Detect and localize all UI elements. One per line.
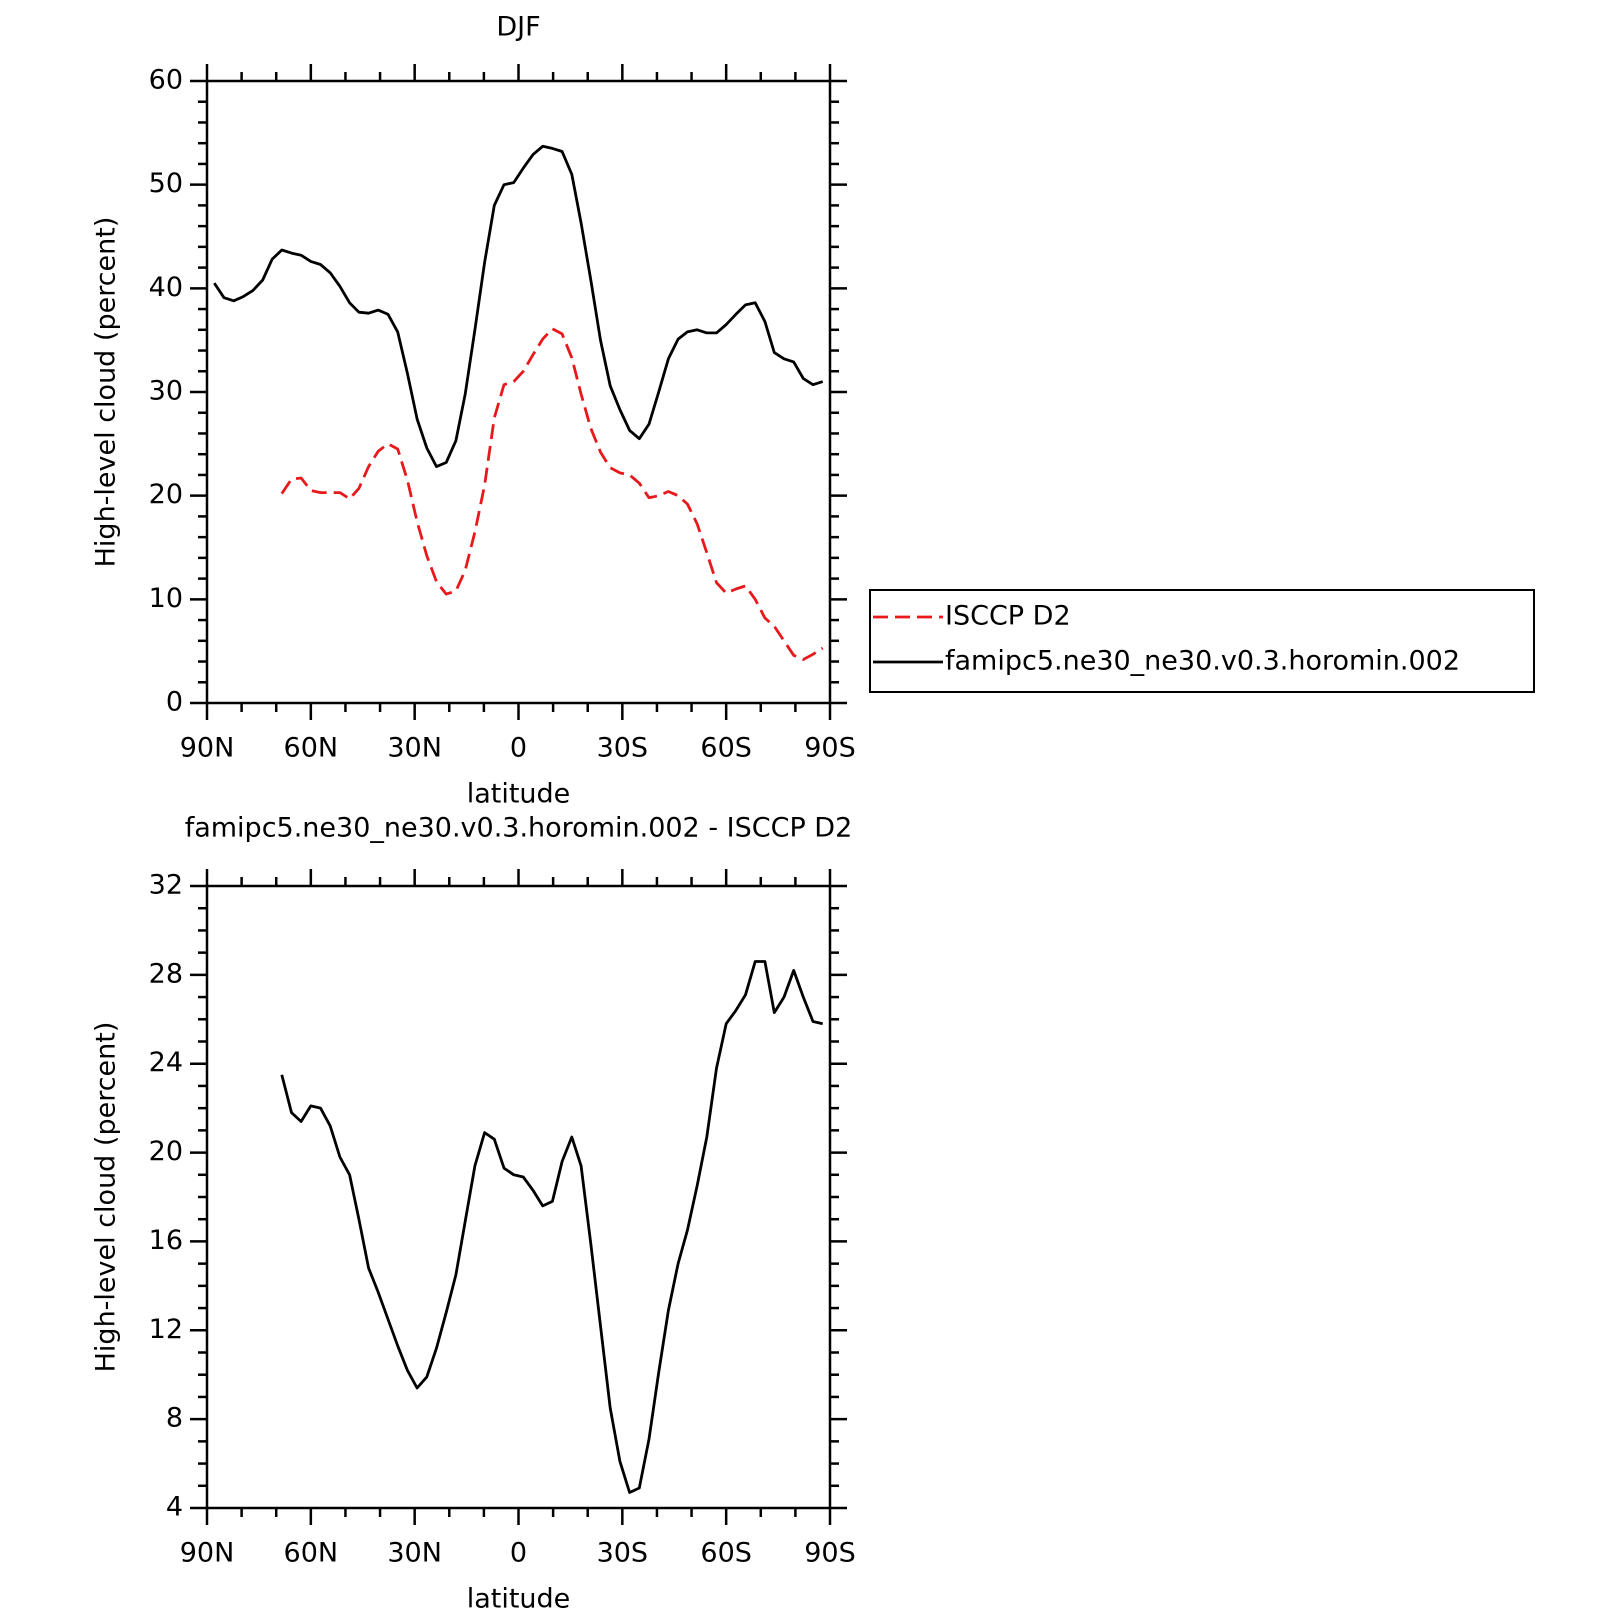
y-tick-label: 20 [149,1136,183,1167]
y-tick-label: 20 [149,479,183,510]
x-tick-label: 30N [387,1538,442,1569]
y-axis-label: High-level cloud (percent) [91,1022,122,1373]
x-tick-label: 90N [180,1538,235,1569]
legend-box [869,589,1535,693]
y-tick-label: 4 [166,1492,183,1523]
legend-label: ISCCP D2 [945,601,1071,632]
y-tick-label: 60 [149,65,183,96]
y-tick-label: 12 [149,1314,183,1345]
chart-title: famipc5.ne30_ne30.v0.3.horomin.002 - ISC… [185,813,853,844]
x-tick-label: 90S [804,1538,856,1569]
x-tick-label: 60S [700,1538,752,1569]
plot-frame [205,884,832,1510]
x-axis-label: latitude [467,779,571,810]
x-tick-label: 0 [510,1538,527,1569]
data-line [280,960,824,1494]
y-tick-label: 40 [149,272,183,303]
y-tick-label: 16 [149,1225,183,1256]
y-tick-label: 32 [149,870,183,901]
y-axis-label: High-level cloud (percent) [91,217,122,568]
x-tick-label: 30S [597,1538,649,1569]
data-line [280,327,824,661]
x-tick-label: 0 [510,733,527,764]
x-tick-label: 90S [804,733,856,764]
x-axis-label: latitude [467,1584,571,1613]
y-tick-label: 50 [149,168,183,199]
legend-label: famipc5.ne30_ne30.v0.3.horomin.002 [945,646,1460,677]
x-tick-label: 60N [284,1538,339,1569]
y-tick-label: 0 [166,687,183,718]
y-tick-label: 8 [166,1403,183,1434]
x-tick-label: 90N [180,733,235,764]
x-tick-label: 30N [387,733,442,764]
x-tick-label: 60N [284,733,339,764]
y-tick-label: 30 [149,376,183,407]
y-tick-label: 24 [149,1047,183,1078]
chart-title: DJF [496,12,540,43]
x-tick-label: 30S [597,733,649,764]
plot-frame [205,79,832,705]
data-line [213,144,824,468]
x-tick-label: 60S [700,733,752,764]
y-tick-label: 28 [149,958,183,989]
y-tick-label: 10 [149,583,183,614]
